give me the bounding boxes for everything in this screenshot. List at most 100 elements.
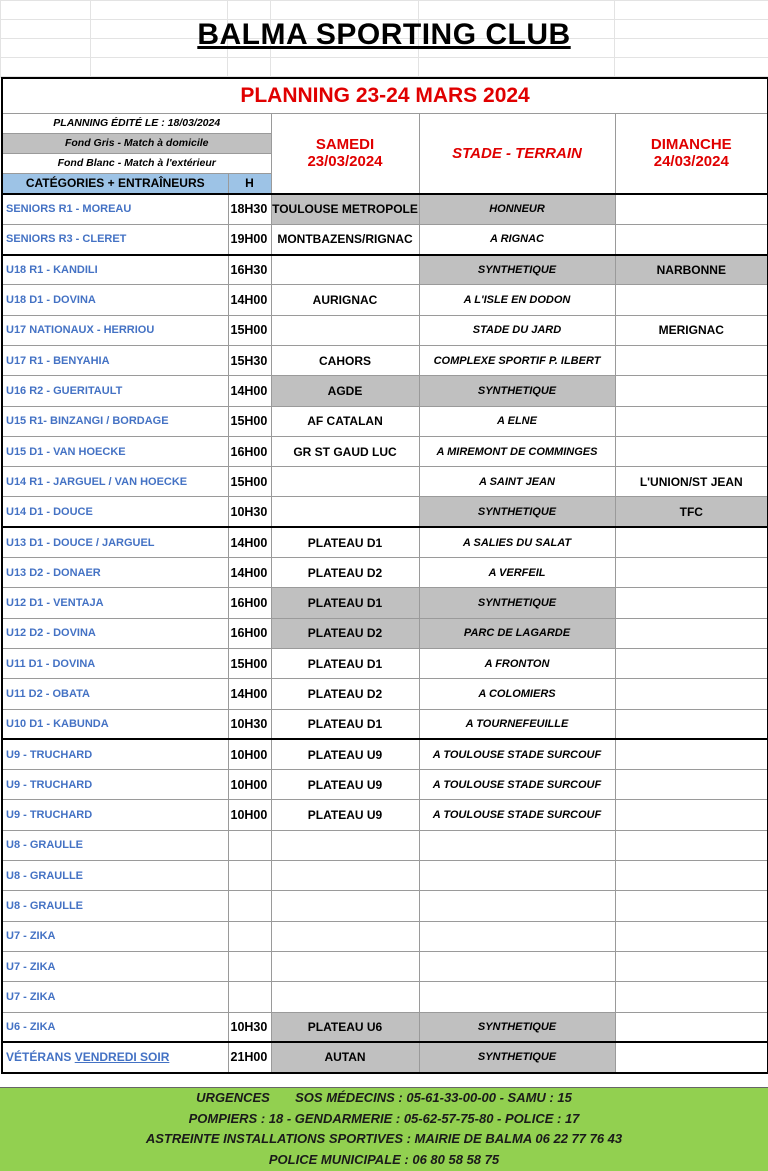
table-row: U9 - TRUCHARD 10H00 PLATEAU U9 A TOULOUSE S… <box>1 799 768 831</box>
samedi-cell: AGDE <box>270 375 420 407</box>
gridline <box>227 0 228 78</box>
table-row: U10 D1 - KABUNDA 10H30 PLATEAU D1 A TOURNEF… <box>1 708 768 740</box>
time-cell <box>227 860 272 892</box>
stade-cell: SYNTHETIQUE <box>418 253 616 286</box>
time-cell: 14H00 <box>227 678 272 710</box>
table-row: U17 R1 - BENYAHIA 15H30 CAHORS COMPLEXE SPO… <box>1 344 768 377</box>
dimanche-cell <box>614 617 768 649</box>
stade-cell: A TOULOUSE STADE SURCOUF <box>418 769 616 801</box>
dimanche-label: DIMANCHE <box>650 136 732 154</box>
category-cell: U8 - GRAULLE <box>1 860 229 892</box>
samedi-cell <box>270 314 420 346</box>
table-row: U7 - ZIKA <box>1 950 768 983</box>
table-row: U11 D2 - OBATA 14H00 PLATEAU D2 A COLOMIERS <box>1 678 768 710</box>
legend-white: Fond Blanc - Match à l'extérieur <box>1 152 272 174</box>
category-cell: U18 R1 - KANDILI <box>1 253 229 286</box>
category-cell: U10 D1 - KABUNDA <box>1 708 229 740</box>
time-cell: 15H30 <box>227 344 272 377</box>
time-cell <box>227 829 272 862</box>
footer-line: ASTREINTE INSTALLATIONS SPORTIVES : MAIR… <box>145 1131 623 1147</box>
dimanche-cell <box>614 950 768 983</box>
stade-cell <box>418 890 616 922</box>
category-cell: U14 D1 - DOUCE <box>1 496 229 528</box>
time-cell: 14H00 <box>227 284 272 316</box>
table-row: U12 D2 - DOVINA 16H00 PLATEAU D2 PARC DE LA… <box>1 617 768 649</box>
dimanche-cell <box>614 435 768 468</box>
category-cell: SENIORS R1 - MOREAU <box>1 192 229 225</box>
samedi-cell: PLATEAU D1 <box>270 526 420 559</box>
dimanche-cell <box>614 344 768 377</box>
samedi-cell: PLATEAU U9 <box>270 799 420 831</box>
dimanche-cell <box>614 981 768 1013</box>
category-label: VÉTÉRANS <box>6 1050 72 1065</box>
stade-cell: A TOULOUSE STADE SURCOUF <box>418 799 616 831</box>
samedi-header: SAMEDI 23/03/2024 <box>270 112 420 194</box>
stade-cell: A TOURNEFEUILLE <box>418 708 616 740</box>
stade-cell <box>418 981 616 1013</box>
stade-cell: SYNTHETIQUE <box>418 587 616 619</box>
table-row: U14 R1 - JARGUEL / VAN HOECKE 15H00 A SAIN… <box>1 466 768 498</box>
samedi-cell <box>270 496 420 528</box>
table-row: U14 D1 - DOUCE 10H30 SYNTHETIQUE TFC <box>1 496 768 528</box>
category-cell: U16 R2 - GUERITAULT <box>1 375 229 407</box>
samedi-cell <box>270 981 420 1013</box>
dimanche-cell <box>614 708 768 740</box>
table-row: U9 - TRUCHARD 10H00 PLATEAU U9 A TOULOUSE S… <box>1 738 768 771</box>
stade-cell: A COLOMIERS <box>418 678 616 710</box>
category-cell: U9 - TRUCHARD <box>1 738 229 771</box>
category-cell: U7 - ZIKA <box>1 920 229 952</box>
stade-cell: A SAINT JEAN <box>418 466 616 498</box>
stade-cell: COMPLEXE SPORTIF P. ILBERT <box>418 344 616 377</box>
dimanche-cell <box>614 284 768 316</box>
time-cell: 15H00 <box>227 314 272 346</box>
gridline <box>614 0 615 78</box>
category-cell: U13 D2 - DONAER <box>1 557 229 589</box>
samedi-cell: PLATEAU U6 <box>270 1011 420 1043</box>
dimanche-cell <box>614 1041 768 1074</box>
table-row: U7 - ZIKA <box>1 920 768 952</box>
spacer-row <box>0 1079 768 1087</box>
table-row: SENIORS R3 - CLERET 19H00 MONTBAZENS/RIGNA… <box>1 223 768 256</box>
stade-cell: SYNTHETIQUE <box>418 1041 616 1074</box>
samedi-cell: AF CATALAN <box>270 405 420 437</box>
time-cell: 15H00 <box>227 405 272 437</box>
stade-cell: SYNTHETIQUE <box>418 496 616 528</box>
category-cell: U7 - ZIKA <box>1 950 229 983</box>
stade-cell <box>418 829 616 862</box>
time-cell: 14H00 <box>227 526 272 559</box>
categories-header: CATÉGORIES + ENTRAÎNEURS <box>1 172 229 195</box>
footer-line: URGENCES SOS MÉDECINS : 05-61-33-00-00 -… <box>196 1090 572 1105</box>
category-cell: U17 R1 - BENYAHIA <box>1 344 229 377</box>
dimanche-cell <box>614 860 768 892</box>
stade-cell <box>418 920 616 952</box>
samedi-cell: AURIGNAC <box>270 284 420 316</box>
samedi-label: SAMEDI <box>315 136 375 154</box>
stade-header: STADE - TERRAIN <box>418 112 616 195</box>
dimanche-cell <box>614 799 768 831</box>
vendredi-soir-link[interactable]: VENDREDI SOIR <box>74 1050 170 1065</box>
time-cell: 15H00 <box>227 647 272 680</box>
stade-cell: PARC DE LAGARDE <box>418 617 616 649</box>
samedi-date: 23/03/2024 <box>307 153 383 171</box>
dimanche-cell: L'UNION/ST JEAN <box>614 466 768 498</box>
time-cell: 16H00 <box>227 435 272 468</box>
table-row: VÉTÉRANS VENDREDI SOIR 21H00 AUTAN SYNTHETI… <box>1 1041 768 1074</box>
dimanche-cell: TFC <box>614 496 768 528</box>
table-row: U8 - GRAULLE <box>1 829 768 862</box>
table-row: U13 D1 - DOUCE / JARGUEL 14H00 PLATEAU D1 A… <box>1 526 768 559</box>
table-row: U9 - TRUCHARD 10H00 PLATEAU U9 A TOULOUSE S… <box>1 769 768 801</box>
samedi-cell: PLATEAU D2 <box>270 557 420 589</box>
category-cell: U15 D1 - VAN HOECKE <box>1 435 229 468</box>
table-row: U18 R1 - KANDILI 16H30 SYNTHETIQUE NARBONNE <box>1 253 768 286</box>
time-cell: 16H30 <box>227 253 272 286</box>
table-row: U12 D1 - VENTAJA 16H00 PLATEAU D1 SYNTHETIQ… <box>1 587 768 619</box>
table-row: U17 NATIONAUX - HERRIOU 15H00 STADE DU JAR… <box>1 314 768 346</box>
time-cell: 10H30 <box>227 1011 272 1043</box>
dimanche-cell <box>614 769 768 801</box>
category-cell: U14 R1 - JARGUEL / VAN HOECKE <box>1 466 229 498</box>
club-title: BALMA SPORTING CLUB <box>197 18 571 51</box>
dimanche-cell <box>614 192 768 225</box>
time-cell <box>227 920 272 952</box>
category-cell: U6 - ZIKA <box>1 1011 229 1043</box>
time-cell: 16H00 <box>227 617 272 649</box>
